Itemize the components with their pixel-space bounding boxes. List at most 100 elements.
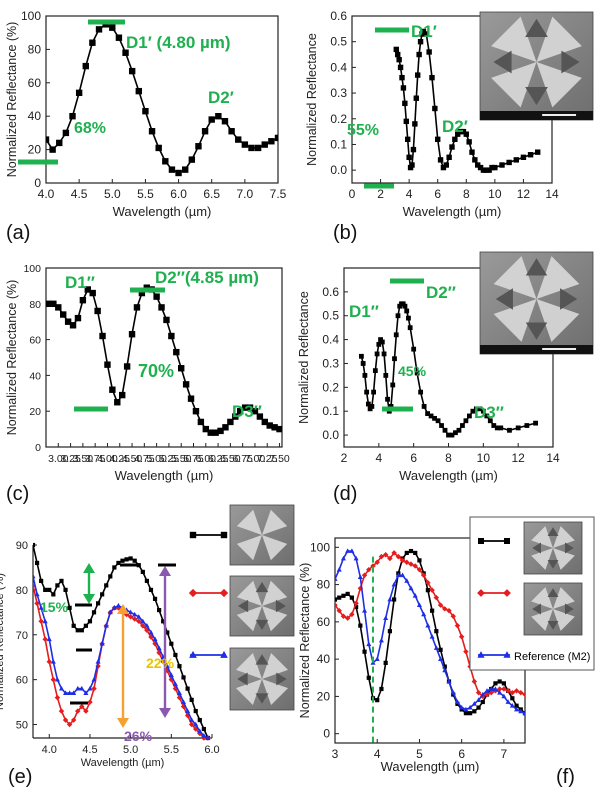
data-point	[509, 689, 516, 696]
data-point	[124, 557, 129, 562]
data-point	[95, 601, 101, 606]
data-point	[443, 162, 449, 168]
y-tick-label: 70	[16, 630, 28, 642]
data-point	[182, 381, 190, 388]
data-point	[399, 74, 405, 81]
data-point	[414, 370, 420, 376]
chart-panel-a: 4.0 4.5 5.0 5.5 6.0 6.5 7.0 7.5 0 20 40 60 80 100 Wave…	[5, 9, 287, 219]
annotation-d2-prime: D2′	[442, 117, 468, 136]
data-point	[100, 592, 105, 597]
data-point	[152, 636, 158, 642]
x-tick-label: 6.0	[170, 187, 187, 201]
data-point	[458, 634, 465, 640]
annotation-22pct: 22%	[146, 655, 175, 671]
data-point	[463, 648, 469, 655]
data-point	[349, 611, 355, 618]
data-point	[75, 685, 81, 691]
data-point	[353, 555, 359, 561]
data-point	[69, 113, 76, 120]
x-tick-label: 10	[477, 451, 491, 465]
data-point	[357, 574, 363, 580]
data-point	[112, 565, 117, 570]
data-point	[388, 404, 394, 409]
y-tick-label: 40	[29, 370, 41, 382]
data-point	[75, 89, 83, 97]
data-point	[391, 581, 397, 587]
data-point	[522, 710, 525, 716]
x-tick-label: 4.00	[97, 453, 118, 465]
data-point	[483, 167, 489, 173]
data-point	[111, 605, 117, 610]
data-point	[457, 128, 464, 135]
x-tick-label: 6	[434, 187, 441, 201]
data-point	[261, 418, 268, 426]
x-tick-label: 10	[488, 187, 502, 201]
y-tick-label: 0.3	[322, 356, 339, 370]
y-tick-label: 0.1	[330, 137, 347, 151]
data-point	[109, 386, 116, 393]
data-point	[87, 699, 93, 705]
chart-panel-c: 3.003.253.503.754.004.254.504.755.005.25…	[5, 263, 290, 483]
data-point	[128, 556, 133, 561]
y-tick-label: 80	[29, 299, 41, 311]
legend-line-red	[188, 588, 229, 598]
x-tick-label: 5.0	[123, 744, 138, 756]
data-point	[354, 604, 359, 610]
data-point	[75, 628, 80, 633]
data-point	[142, 107, 149, 115]
data-point	[395, 313, 401, 319]
data-point	[466, 139, 472, 145]
y-tick-label: 80	[16, 585, 28, 597]
data-point	[476, 697, 482, 703]
data-point	[374, 351, 380, 357]
data-point	[340, 555, 346, 561]
panel-label-c: (c)	[6, 483, 30, 505]
data-point	[489, 164, 495, 171]
chart-panel-d: 2 4 6 8 10 12 14 0.0 0.1 0.2 0.3 0.4 0.5 0.6 Wavelengt…	[297, 267, 560, 483]
x-tick-label: 4.5	[82, 744, 97, 756]
data-point	[372, 368, 378, 374]
data-point	[60, 311, 67, 318]
data-point	[205, 735, 211, 740]
data-point	[168, 672, 174, 678]
arrow-22pct	[117, 604, 129, 728]
data-point	[406, 315, 411, 321]
data-point	[381, 351, 387, 357]
data-point	[404, 559, 410, 565]
data-point	[468, 711, 473, 716]
data-point	[91, 685, 97, 692]
data-point	[450, 689, 456, 695]
x-tick-label: 7.25	[257, 453, 278, 465]
x-tick-label: 5	[416, 747, 423, 761]
data-point	[152, 596, 158, 601]
data-point	[79, 685, 85, 691]
data-point	[410, 146, 417, 153]
y-tick-label: 20	[28, 143, 42, 157]
data-point	[107, 609, 113, 615]
data-point	[385, 396, 390, 402]
data-point	[420, 28, 427, 35]
x-tick-label: 4.0	[38, 187, 55, 201]
data-point	[435, 418, 441, 424]
data-point	[127, 614, 134, 620]
sem-inset-b	[479, 11, 594, 121]
data-point	[176, 690, 182, 696]
x-tick-label: 3.00	[48, 453, 69, 465]
y-tick-label: 0.0	[330, 163, 347, 177]
data-point	[455, 131, 461, 137]
x-tick-label: 4.5	[71, 187, 88, 201]
data-point	[518, 689, 524, 696]
data-point	[397, 64, 404, 71]
x-tick-label: 0	[349, 187, 356, 201]
data-point	[131, 616, 138, 622]
data-point	[370, 563, 376, 569]
sem-inset-f-red	[523, 582, 583, 636]
data-point	[432, 415, 437, 421]
data-point	[501, 693, 507, 699]
chart-panel-f: 3 4 5 6 7 0 20 40 60 80 100 Wavelength (µm) Normaliz…	[298, 537, 526, 774]
data-point	[467, 413, 472, 419]
data-point	[404, 578, 410, 583]
data-point	[366, 641, 372, 647]
data-point	[193, 721, 199, 727]
